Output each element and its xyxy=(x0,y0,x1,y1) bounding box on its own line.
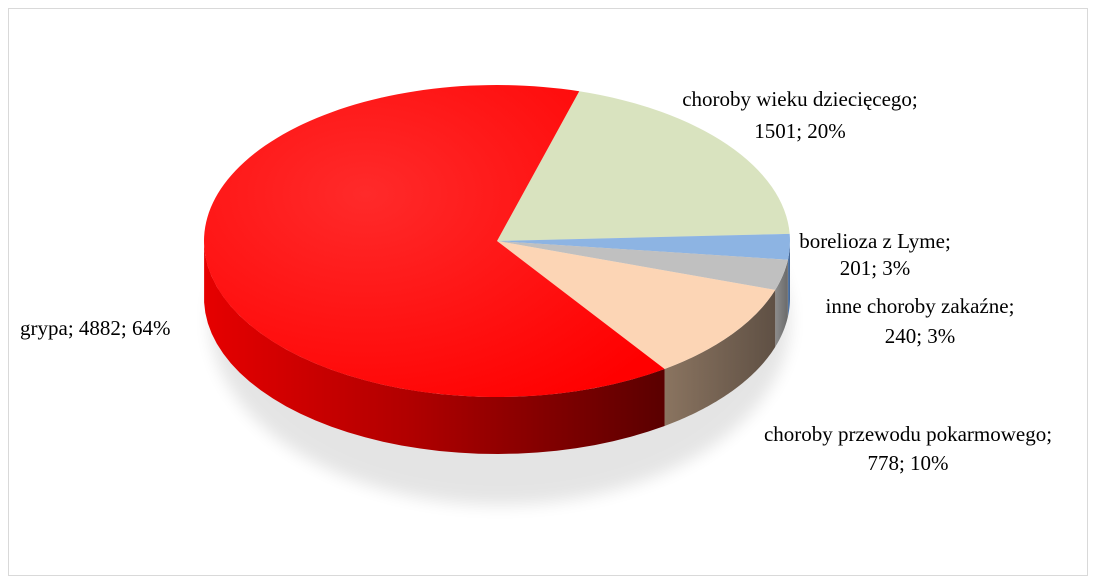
data-value-choroby-przewodu-pokarmowego: 778; 10% xyxy=(867,451,948,475)
data-value-inne-choroby-zakazne: 240; 3% xyxy=(885,324,956,348)
pie-sides xyxy=(204,241,790,454)
data-label-borelioza-z-lyme: borelioza z Lyme; xyxy=(799,229,951,253)
data-label-choroby-przewodu-pokarmowego: choroby przewodu pokarmowego; xyxy=(764,422,1052,446)
data-label-choroby-wieku-dzieciecego: choroby wieku dziecięcego; xyxy=(682,87,918,111)
data-label-inne-choroby-zakazne: inne choroby zakaźne; xyxy=(826,294,1015,318)
pie-labels: choroby wieku dziecięcego; 1501; 20% borel… xyxy=(20,87,1052,475)
data-label-grypa: grypa; 4882; 64% xyxy=(20,316,170,340)
data-value-borelioza-z-lyme: 201; 3% xyxy=(840,256,911,280)
pie-slice-choroby-przewodu-pokarmowego xyxy=(497,241,776,369)
pie-side-grypa xyxy=(204,245,665,454)
pie-side-inne-choroby-zakazne xyxy=(775,259,788,347)
pie-slice-borelioza-z-lyme xyxy=(497,233,790,260)
data-value-choroby-wieku-dzieciecego: 1501; 20% xyxy=(754,119,846,143)
pie-slice-inne-choroby-zakazne xyxy=(497,241,788,290)
pie-side-choroby-przewodu-pokarmowego xyxy=(664,289,776,426)
pie-side-borelioza-z-lyme xyxy=(787,241,790,317)
pie-tops xyxy=(204,84,790,397)
pie-slice-choroby-wieku-dzieciecego xyxy=(497,91,790,242)
pie-slice-grypa xyxy=(204,84,665,397)
